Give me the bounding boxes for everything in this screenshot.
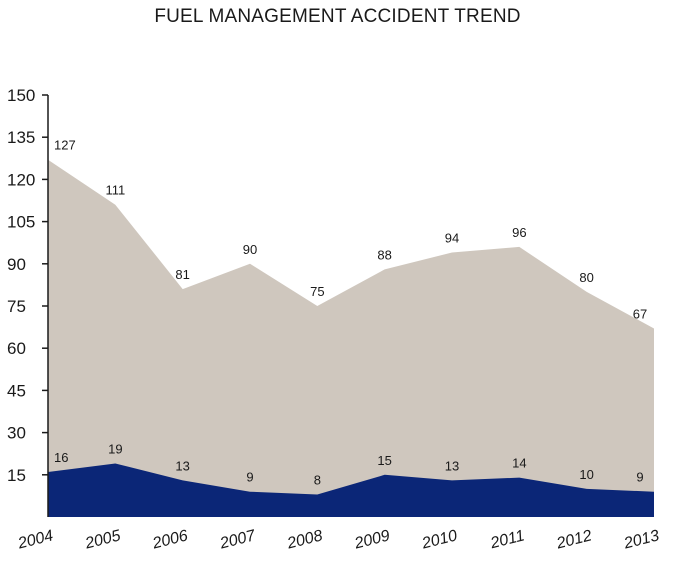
series-areas [48,159,654,517]
y-tick-label: 120 [7,170,35,189]
y-tick-label: 60 [7,339,26,358]
data-labels: 127 111 81 90 75 88 94 96 80 67 16 19 13 9 8 15 13 14 10 9 [54,138,647,488]
data-label: 10 [579,467,593,482]
x-tick-label: 2009 [352,527,392,552]
data-label: 127 [54,138,76,153]
data-label: 96 [512,225,526,240]
x-tick-labels: 2004 2005 2006 2007 2008 2009 2010 2011 2012 2013 [15,527,661,553]
data-label: 13 [445,458,459,473]
y-tick-label: 105 [7,213,35,232]
data-label: 80 [579,270,593,285]
data-label: 67 [633,307,647,322]
y-tick-label: 135 [7,128,35,147]
data-label: 8 [314,472,321,487]
x-tick-label: 2004 [15,527,55,552]
y-tick-label: 90 [7,255,26,274]
data-label: 111 [105,183,125,198]
y-tick-label: 150 [7,86,35,105]
x-tick-label: 2006 [150,527,190,552]
data-label: 9 [636,470,643,485]
y-tick-label: 45 [7,381,26,400]
area-series-1 [48,463,654,517]
chart-title: FUEL MANAGEMENT ACCIDENT TREND [154,6,521,27]
y-axis [42,94,49,517]
data-label: 16 [54,450,68,465]
data-label: 81 [175,267,189,282]
x-tick-label: 2011 [488,527,526,552]
data-label: 90 [243,242,257,257]
x-tick-label: 2005 [83,527,123,552]
area-series-0 [48,159,654,517]
y-tick-label: 15 [7,466,26,485]
data-label: 94 [445,231,459,246]
y-tick-label: 75 [7,297,26,316]
y-tick-label: 30 [7,424,26,443]
x-tick-label: 2010 [419,527,459,552]
x-tick-label: 2008 [285,527,325,552]
data-label: 13 [175,458,189,473]
data-label: 75 [310,284,324,299]
data-label: 14 [512,456,526,471]
x-tick-label: 2012 [554,527,594,552]
data-label: 9 [246,470,253,485]
data-label: 19 [108,442,122,457]
x-tick-label: 2013 [621,527,661,552]
data-label: 88 [377,247,391,262]
data-label: 15 [377,453,391,468]
y-tick-labels: 15 30 45 60 75 90 105 120 135 150 [7,86,35,485]
x-tick-label: 2007 [217,527,258,553]
